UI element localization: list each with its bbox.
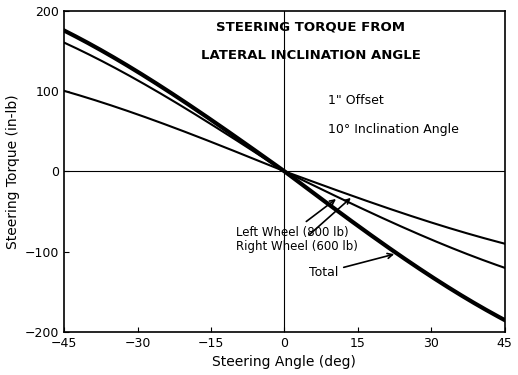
Text: LATERAL INCLINATION ANGLE: LATERAL INCLINATION ANGLE (201, 49, 421, 62)
Y-axis label: Steering Torque (in-lb): Steering Torque (in-lb) (6, 94, 20, 249)
Text: Right Wheel (600 lb): Right Wheel (600 lb) (236, 199, 357, 253)
Text: 1" Offset: 1" Offset (328, 94, 384, 107)
Text: Left Wheel (800 lb): Left Wheel (800 lb) (236, 200, 348, 239)
Text: STEERING TORQUE FROM: STEERING TORQUE FROM (217, 20, 406, 33)
X-axis label: Steering Angle (deg): Steering Angle (deg) (212, 356, 356, 369)
Text: Total: Total (309, 254, 393, 279)
Text: 10° Inclination Angle: 10° Inclination Angle (328, 123, 459, 136)
